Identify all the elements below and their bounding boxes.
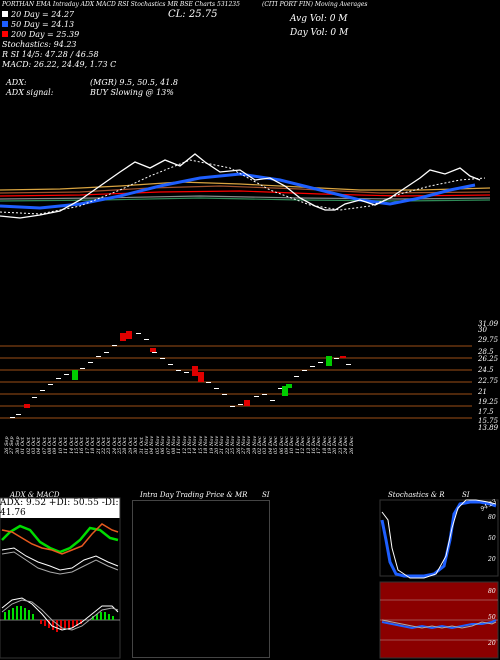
- price-gridlines: [0, 345, 472, 419]
- ma-line-red: [0, 190, 491, 197]
- stat-macd: MACD: 26.22, 24.49, 1.73 C: [2, 60, 117, 69]
- candlestick-chart: [0, 331, 472, 419]
- price-tick-8: 19.25: [478, 398, 499, 406]
- day-volume: Day Vol: 0 M: [290, 28, 349, 38]
- stoch-d-line: [381, 499, 497, 579]
- ema-50: 50 Day = 24.13: [2, 20, 116, 30]
- rsi-line-2: [381, 619, 497, 629]
- stoch-tick-50: 50: [488, 535, 496, 542]
- macd-line: [1, 597, 119, 631]
- rsi-tick-50: 50: [488, 614, 496, 621]
- minus-di-line: [1, 523, 119, 555]
- price-tick-11: 13.89: [478, 424, 499, 432]
- ema-legend: 20 Day = 24.27 50 Day = 24.13 200 Day = …: [2, 10, 116, 70]
- price-line: [0, 153, 481, 219]
- ma-line-orange: [0, 181, 491, 191]
- price-tick-2: 29.75: [478, 336, 499, 344]
- stat-stoch: Stochastics: 94.23: [2, 40, 77, 49]
- macd-histogram-negative: [40, 620, 82, 632]
- ma-line-green: [0, 197, 491, 202]
- ema-50-line: [0, 172, 476, 210]
- close-price: CL: 25.75: [168, 9, 218, 20]
- stat-rsi: R SI 14/5: 47.28 / 46.58: [2, 50, 99, 59]
- stoch-tick-80: 80: [488, 514, 496, 521]
- price-tick-6: 22.75: [478, 377, 499, 385]
- stoch-panel-title: Stochastics & R: [388, 491, 445, 499]
- price-tick-4: 26.25: [478, 355, 499, 363]
- ema-20: 20 Day = 24.27: [2, 10, 116, 20]
- plus-di-line: [1, 524, 119, 554]
- stoch-k-line: [380, 500, 497, 578]
- price-tick-3: 28.5: [478, 348, 494, 356]
- ma-line-brown: [0, 185, 491, 194]
- company-title: (CITI PORT FIN) Moving Averages: [262, 1, 368, 8]
- rsi-tick-20: 20: [488, 640, 496, 647]
- ema-200: 200 Day = 25.39: [2, 30, 116, 40]
- adx-signal-label: ADX signal:: [6, 88, 54, 97]
- rsi-tick-80: 80: [488, 588, 496, 595]
- price-tick-9: 17.5: [478, 408, 494, 416]
- candles-up: [72, 356, 332, 396]
- stoch-si-label: SI: [462, 491, 470, 499]
- intra-si-label: SI: [262, 491, 270, 499]
- avg-volume: Avg Vol: 0 M: [290, 14, 348, 24]
- adx-label: ADX:: [6, 78, 27, 87]
- candles-doji: [10, 333, 351, 418]
- chart-source-title: PORTHAN EMA Intraday ADX MACD RSI Stocha…: [2, 1, 240, 8]
- buy-signal: BUY Slowing @ 13%: [90, 88, 174, 97]
- macd-signal-line: [1, 599, 119, 631]
- macd-histogram: [4, 606, 114, 620]
- price-tick-10: 15.75: [478, 417, 499, 425]
- intraday-panel: [132, 500, 270, 658]
- price-tick-0: 31.09: [478, 320, 499, 328]
- moving-average-chart: [0, 153, 491, 219]
- price-tick-1: 30: [478, 326, 487, 334]
- rsi-line: [381, 619, 497, 630]
- adx-line: [1, 547, 119, 571]
- adx-values-box: ADX: 9.52 +DI: 50.55 -DI: 41.76: [0, 498, 120, 518]
- adx-line-2: [1, 551, 119, 575]
- adx-panel-title: ADX & MACD: [10, 491, 60, 499]
- mgr-value: (MGR) 9.5, 50.5, 41.8: [90, 78, 178, 87]
- candles-down: [24, 331, 346, 408]
- price-tick-7: 21: [478, 388, 487, 396]
- stoch-tick-20: 20: [488, 556, 496, 563]
- intra-panel-title: Intra Day Trading Price & MR: [140, 491, 248, 499]
- price-tick-5: 24.5: [478, 366, 494, 374]
